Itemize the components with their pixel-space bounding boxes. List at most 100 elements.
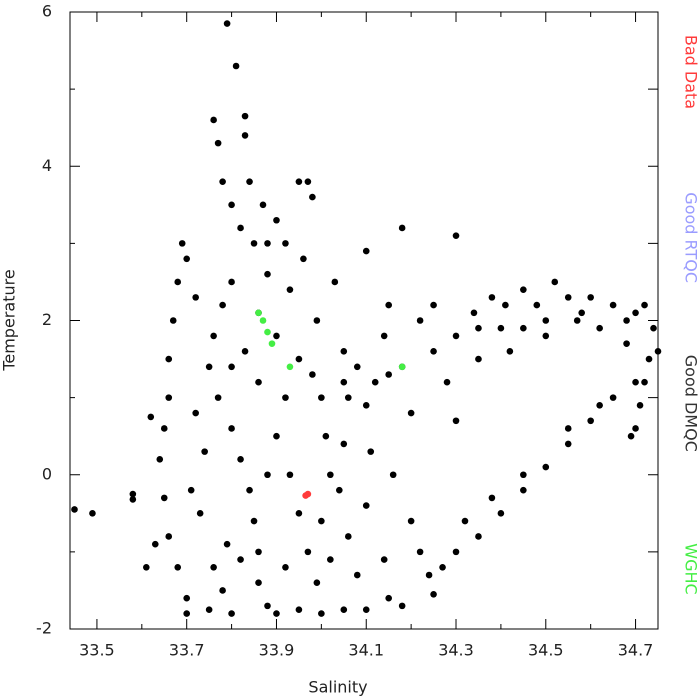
legend-label: Good DMQC — [682, 355, 700, 452]
data-point — [313, 579, 321, 587]
data-point — [587, 417, 594, 425]
data-point — [389, 471, 397, 479]
data-point — [416, 317, 424, 324]
data-point — [362, 247, 370, 255]
data-point — [183, 610, 191, 617]
data-point — [129, 496, 137, 503]
data-point — [129, 490, 137, 498]
data-point — [273, 610, 280, 617]
data-point — [309, 193, 316, 201]
data-point — [331, 278, 339, 286]
data-point — [322, 432, 330, 440]
data-point — [475, 355, 482, 363]
data-point — [71, 506, 78, 513]
data-point — [327, 471, 334, 479]
data-point — [632, 425, 639, 432]
data-point — [264, 602, 271, 610]
data-point — [282, 564, 289, 571]
x-tick-label: 34.5 — [528, 641, 564, 660]
data-point — [609, 301, 617, 309]
data-point — [165, 394, 173, 401]
data-point — [596, 324, 603, 332]
data-point — [385, 371, 392, 378]
data-point — [380, 332, 388, 340]
data-point — [502, 301, 509, 309]
data-point — [380, 556, 388, 563]
data-point — [461, 517, 469, 525]
data-point — [300, 255, 307, 263]
data-point — [520, 471, 527, 479]
data-point — [632, 378, 639, 386]
data-point — [407, 409, 415, 417]
data-point — [286, 286, 294, 293]
data-point — [475, 533, 482, 540]
data-point — [183, 594, 191, 602]
data-point — [255, 378, 262, 386]
data-point — [313, 317, 321, 324]
data-point — [156, 456, 164, 463]
data-point — [241, 348, 249, 355]
y-tick-label: -2 — [36, 619, 52, 638]
data-point — [241, 132, 249, 139]
data-point — [327, 556, 334, 563]
data-point — [385, 594, 392, 602]
data-point — [362, 502, 370, 509]
data-point — [318, 394, 325, 401]
data-point — [336, 486, 343, 494]
data-point — [232, 62, 240, 70]
data-point — [246, 178, 253, 185]
data-point — [223, 540, 231, 548]
data-point — [259, 201, 267, 209]
data-point — [318, 517, 325, 525]
data-point — [488, 494, 496, 502]
data-point — [174, 278, 182, 286]
data-point — [259, 317, 267, 324]
data-point — [551, 278, 559, 286]
data-point — [416, 548, 424, 556]
data-point — [497, 324, 505, 332]
data-point — [178, 240, 186, 247]
data-point — [302, 492, 309, 499]
x-axis-label: Salinity — [308, 678, 367, 697]
data-point — [542, 332, 550, 340]
data-point — [636, 402, 644, 409]
data-point — [340, 378, 348, 386]
data-point — [165, 533, 173, 540]
data-point — [564, 294, 572, 301]
data-point — [192, 294, 199, 301]
data-point — [407, 517, 415, 525]
data-point — [147, 413, 155, 421]
data-point — [219, 587, 226, 594]
data-point — [371, 378, 379, 386]
data-point — [295, 606, 303, 614]
data-point — [268, 340, 276, 347]
data-point — [596, 402, 603, 409]
data-point — [196, 510, 204, 517]
data-point — [641, 301, 648, 309]
data-point — [174, 564, 182, 571]
data-point — [160, 425, 168, 432]
x-tick-label: 34.3 — [438, 641, 474, 660]
data-point — [650, 324, 657, 332]
data-point — [318, 610, 325, 617]
data-point — [237, 556, 244, 563]
data-point — [439, 564, 446, 571]
data-point — [344, 533, 352, 540]
data-point — [295, 178, 303, 185]
data-point — [506, 348, 514, 355]
data-point — [295, 355, 303, 363]
data-point — [488, 294, 496, 301]
data-point — [564, 440, 572, 448]
data-point — [385, 301, 392, 309]
data-point — [573, 317, 581, 324]
data-point — [542, 317, 550, 324]
data-point — [470, 309, 478, 317]
data-point — [295, 510, 303, 517]
data-point — [367, 448, 375, 455]
data-point — [520, 486, 527, 494]
data-point — [210, 116, 217, 124]
data-point — [632, 309, 639, 317]
data-point — [430, 301, 437, 309]
data-point — [430, 590, 437, 598]
